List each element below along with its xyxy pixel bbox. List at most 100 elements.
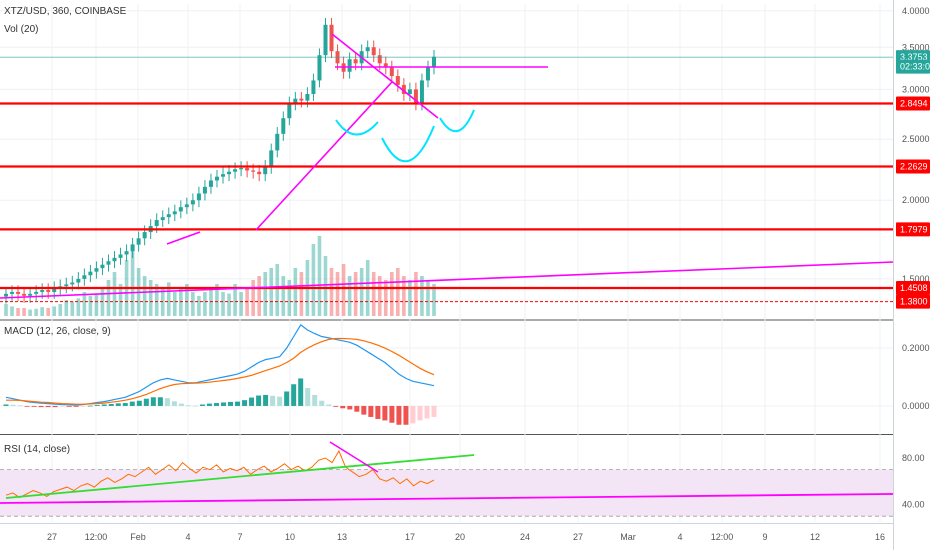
macd-histogram-bar	[101, 404, 107, 406]
price-tag	[896, 294, 930, 309]
rsi-panel[interactable]	[0, 441, 894, 517]
macd-histogram-bar	[242, 400, 248, 406]
volume-bar	[191, 292, 195, 316]
macd-histogram-bar	[263, 394, 269, 406]
volume-bar	[341, 264, 346, 316]
candle-body	[323, 24, 328, 56]
volume-bar	[16, 308, 20, 316]
candle-body	[190, 200, 195, 205]
volume-bar	[396, 268, 400, 316]
volume-bar	[40, 307, 44, 316]
volume-bar	[64, 300, 69, 316]
volume-bar	[88, 296, 93, 316]
macd-histogram-bar	[270, 395, 276, 406]
macd-histogram-bar	[52, 405, 58, 408]
macd-histogram-bar	[3, 404, 9, 406]
macd-tick-label: 0.0000	[902, 401, 930, 411]
macd-label[interactable]: MACD (12, 26, close, 9)	[4, 326, 111, 337]
volume-label[interactable]: Vol (20)	[4, 24, 39, 35]
macd-histogram-bar	[143, 398, 149, 406]
candle-body	[395, 76, 400, 85]
candle-body	[208, 180, 213, 187]
candle-body	[64, 284, 69, 287]
macd-histogram-bar	[115, 403, 121, 406]
macd-histogram-bar	[213, 403, 219, 406]
volume-bar	[402, 276, 406, 316]
macd-histogram-bar	[221, 402, 227, 406]
candle-body	[413, 89, 418, 104]
macd-histogram-bar	[136, 400, 142, 406]
volume-bar	[118, 284, 123, 316]
time-tick-label: 12	[810, 532, 820, 542]
volume-bar	[371, 272, 376, 316]
candle-body	[196, 193, 201, 201]
candle-body	[202, 186, 207, 194]
rsi-support-line	[0, 493, 894, 504]
volume-bar	[251, 280, 255, 316]
volume-bar	[408, 280, 412, 316]
macd-histogram-bar	[228, 401, 234, 406]
volume-bar	[148, 280, 153, 316]
candle-body	[184, 204, 189, 208]
macd-histogram-bar	[347, 405, 353, 410]
candle-body	[16, 291, 21, 294]
volume-bar	[185, 284, 189, 316]
price-tag-label: 2.2629	[900, 161, 928, 171]
candle-body	[287, 103, 292, 119]
volume-bar	[4, 304, 8, 316]
signal-line	[6, 337, 435, 405]
trend-line	[331, 33, 439, 119]
candle-body	[347, 59, 352, 72]
time-axis[interactable]: 27 12:00 Feb 4 7 10 13 17 20 24 27 Mar 4 12:00 9 12 16	[47, 532, 885, 542]
macd-histogram-bar	[31, 405, 37, 407]
price-tag-label: 02:33:05	[900, 62, 932, 72]
volume-bar	[233, 284, 237, 316]
price-tick-label: 4.0000	[902, 6, 930, 16]
cup-main-arc	[381, 125, 435, 163]
rsi-band	[0, 469, 893, 517]
volume-bar	[426, 280, 430, 316]
price-panel[interactable]	[0, 18, 894, 316]
candle-body	[251, 170, 256, 172]
candle-body	[263, 166, 268, 175]
macd-histogram-bar	[38, 405, 44, 408]
rsi-line	[5, 449, 435, 499]
candle-body	[94, 268, 99, 272]
volume-bar	[269, 268, 274, 316]
candle-body	[227, 171, 232, 175]
candle-body	[82, 275, 87, 279]
symbol-title[interactable]: XTZ/USD, 360, COINBASE	[4, 6, 127, 17]
candle-body	[245, 168, 250, 171]
time-tick-label: 12:00	[711, 532, 734, 542]
macd-histogram-bar	[403, 405, 409, 425]
volume-bar	[52, 306, 57, 316]
macd-histogram-bar	[129, 401, 135, 406]
volume-bar	[281, 276, 286, 316]
candle-body	[172, 211, 177, 215]
price-tick-label: 2.0000	[902, 195, 930, 205]
macd-histogram-bar	[199, 404, 205, 406]
price-axis[interactable]: 4.0000 3.5000 3.0000 2.5000 2.0000 1.5000 3.37…	[896, 6, 932, 510]
candle-body	[46, 290, 51, 292]
price-tick-label: 1.5000	[902, 274, 930, 284]
candle-body	[317, 55, 322, 81]
macd-panel[interactable]	[3, 324, 437, 425]
macd-histogram-bar	[389, 405, 395, 423]
price-tick-label: 3.0000	[902, 84, 930, 94]
price-tag	[896, 96, 930, 111]
candle-body	[34, 291, 39, 294]
rsi-tick-label: 80.00	[902, 453, 925, 463]
candle-body	[365, 47, 370, 52]
candle-body	[160, 217, 165, 221]
volume-bar	[221, 292, 225, 316]
macd-histogram-bar	[171, 401, 177, 406]
macd-histogram-bar	[59, 405, 65, 407]
candle-body	[4, 293, 8, 297]
candle-body	[275, 133, 280, 151]
volume-bar	[432, 284, 436, 316]
candle-body	[88, 271, 93, 276]
price-tag-label: 3.3753	[900, 52, 928, 62]
candle-body	[40, 290, 45, 292]
rsi-label[interactable]: RSI (14, close)	[4, 444, 71, 455]
